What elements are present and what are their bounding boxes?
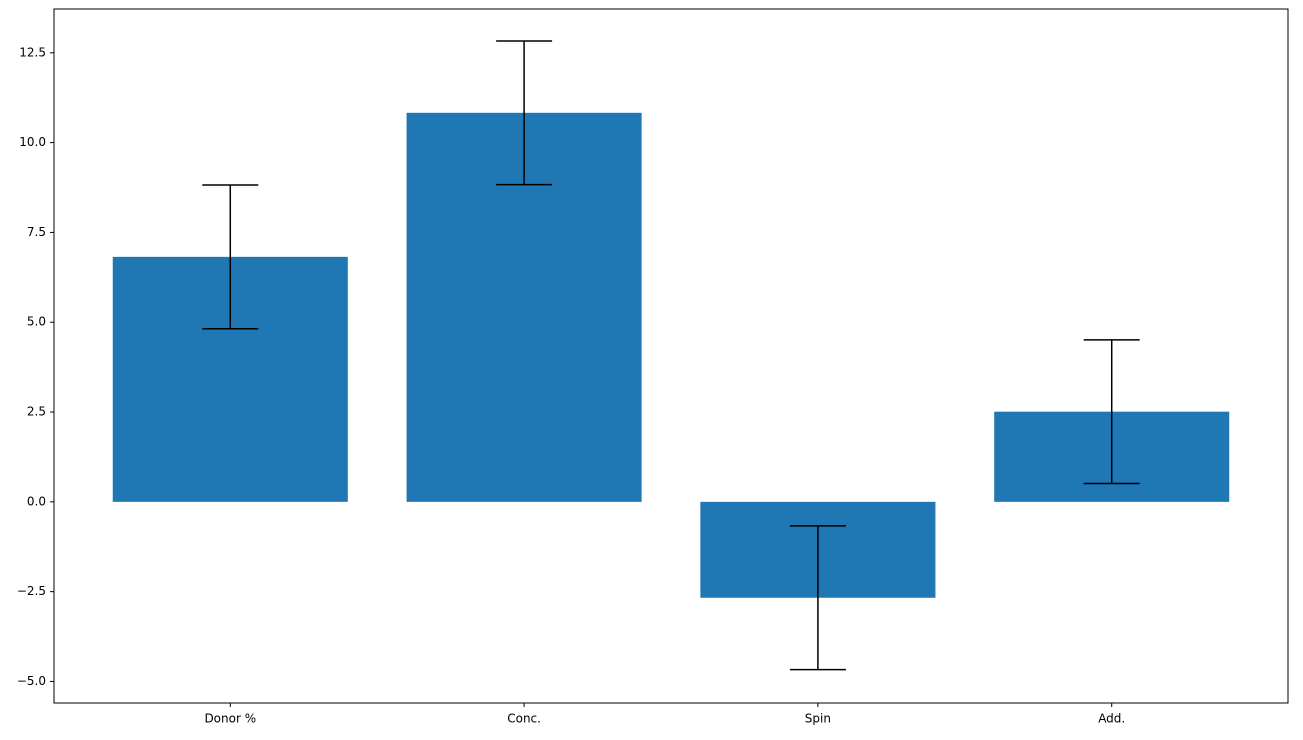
x-tick-label: Conc. xyxy=(507,712,541,726)
y-tick-label: 7.5 xyxy=(27,225,46,239)
y-tick-label: 0.0 xyxy=(27,494,46,508)
axes-frame xyxy=(53,8,1289,704)
x-tick-label: Donor % xyxy=(204,712,256,726)
y-tick-label: 2.5 xyxy=(27,405,46,419)
x-tick-label: Add. xyxy=(1098,712,1125,726)
y-tick-label: −2.5 xyxy=(17,584,46,598)
x-tick-label: Spin xyxy=(805,712,831,726)
y-tick-label: −5.0 xyxy=(17,674,46,688)
y-tick-label: 10.0 xyxy=(19,135,46,149)
y-tick-label: 12.5 xyxy=(19,45,46,59)
y-tick-label: 5.0 xyxy=(27,315,46,329)
